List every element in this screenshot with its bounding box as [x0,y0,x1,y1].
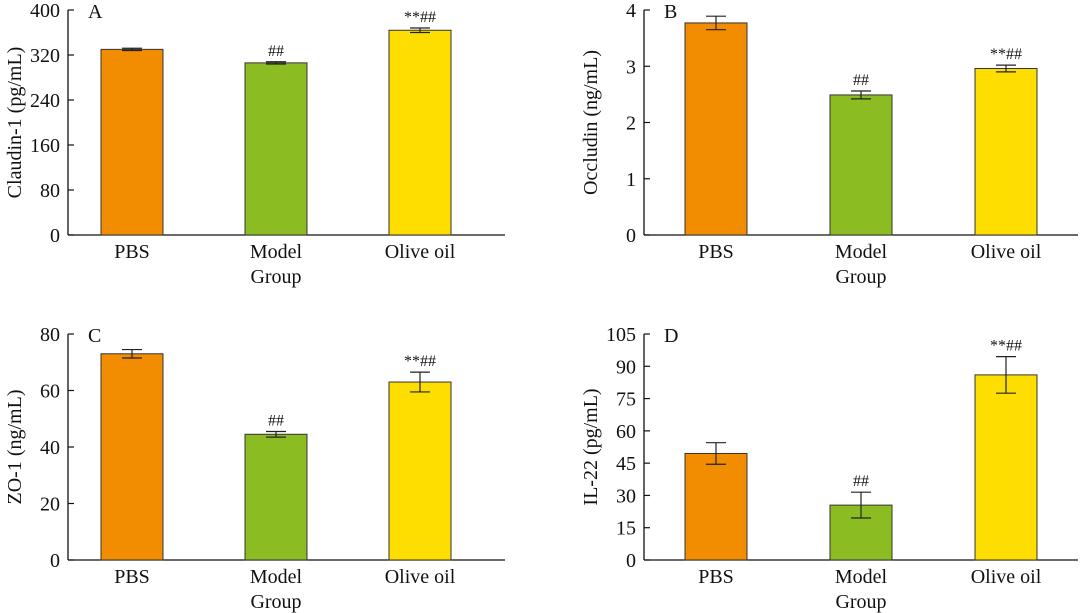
x-tick-label: Model [835,566,888,588]
bar-pbs [100,48,164,236]
y-tick-label: 30 [616,485,636,507]
y-tick-label: 2 [626,113,636,135]
x-tick-label: Model [250,566,303,588]
y-tick-label: 0 [50,225,60,247]
y-tick-label: 240 [30,90,60,112]
y-axis-label: Claudin-1 (pg/mL) [4,47,26,199]
significance-label: **## [990,338,1022,355]
chart-panel-b: 0 1 2 3 4 Occludin (ng/mL) B PBS ## Model Group **#… [580,0,1078,288]
y-tick-label: 75 [616,389,636,411]
significance-label: **## [404,353,436,370]
y-tick-label: 80 [40,180,60,202]
y-tick-label: 15 [616,518,636,540]
x-tick-label: Model [250,241,303,263]
y-axis-label: IL-22 (pg/mL) [580,388,602,505]
y-tick-label: 0 [626,550,636,572]
y-tick-label: 40 [40,437,60,459]
x-tick-label: Group [250,266,301,288]
panel-label: A [88,1,103,23]
y-tick-label: 320 [30,45,60,67]
bar-olive-oil [388,29,452,236]
bar-model-group [244,433,308,561]
y-tick-label: 3 [626,56,636,78]
panel-label: B [664,1,677,23]
x-tick-label: Olive oil [385,566,456,588]
chart-panel-a: 0 80 160 240 320 400 Claudin-1 (pg/mL) A PBS ## Mo… [4,0,505,288]
x-tick-label: PBS [114,241,150,263]
bar-pbs [100,353,164,561]
y-tick-label: 20 [40,494,60,516]
y-tick-label: 0 [626,225,636,247]
x-tick-label: Model [835,241,888,263]
x-tick-label: PBS [114,566,150,588]
bar-pbs [684,22,748,236]
y-tick-label: 160 [30,135,60,157]
bar-olive-oil [974,68,1038,236]
chart-panel-c: 0 20 40 60 80 ZO-1 (ng/mL) C PBS ## Model Group **#… [4,324,505,613]
x-tick-label: Olive oil [385,241,456,263]
panel-label: D [664,325,678,347]
panel-label: C [88,325,101,347]
significance-label: ## [853,72,869,89]
y-axis-label: Occludin (ng/mL) [580,50,602,195]
y-tick-label: 1 [626,169,636,191]
significance-label: ## [268,43,284,60]
bar-pbs [684,452,748,561]
y-tick-label: 60 [40,381,60,403]
y-axis-label: ZO-1 (ng/mL) [4,390,26,505]
x-tick-label: Group [835,266,886,288]
y-tick-label: 400 [30,0,60,22]
x-tick-label: Olive oil [971,566,1042,588]
y-tick-label: 4 [626,0,636,22]
y-tick-label: 90 [616,356,636,378]
x-tick-label: Group [250,591,301,613]
y-tick-label: 80 [40,324,60,346]
bar-olive-oil [388,381,452,561]
bar-olive-oil [974,374,1038,561]
significance-label: **## [404,9,436,26]
x-tick-label: PBS [698,241,734,263]
bar-model-group [244,62,308,236]
significance-label: ## [268,412,284,429]
chart-panel-d: 0 15 30 45 60 75 90 105 IL-22 (pg/mL) D PBS ## Model… [580,324,1078,613]
x-tick-label: Olive oil [971,241,1042,263]
y-tick-label: 60 [616,421,636,443]
bar-model-group [829,94,893,236]
x-tick-label: PBS [698,566,734,588]
y-tick-label: 105 [606,324,636,346]
significance-label: ## [853,473,869,490]
significance-label: **## [990,46,1022,63]
x-tick-label: Group [835,591,886,613]
y-tick-label: 0 [50,550,60,572]
y-tick-label: 45 [616,453,636,475]
